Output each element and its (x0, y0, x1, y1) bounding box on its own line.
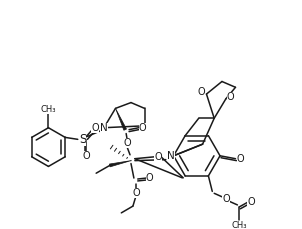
Text: O: O (236, 154, 244, 164)
Text: O: O (146, 173, 153, 183)
Text: O: O (227, 92, 234, 102)
Text: O: O (132, 188, 140, 198)
Text: N: N (100, 123, 108, 133)
Text: O: O (222, 194, 230, 204)
Text: CH₃: CH₃ (41, 105, 56, 114)
Text: CH₃: CH₃ (232, 221, 247, 229)
Text: N: N (167, 151, 175, 161)
Text: O: O (139, 123, 146, 133)
Text: O: O (198, 87, 205, 97)
Polygon shape (115, 108, 127, 130)
Text: O: O (247, 197, 255, 207)
Text: O: O (83, 151, 90, 161)
Text: O: O (92, 123, 99, 133)
Text: S: S (79, 133, 86, 146)
Text: O: O (123, 138, 131, 148)
Polygon shape (109, 161, 131, 167)
Text: O: O (154, 152, 162, 162)
